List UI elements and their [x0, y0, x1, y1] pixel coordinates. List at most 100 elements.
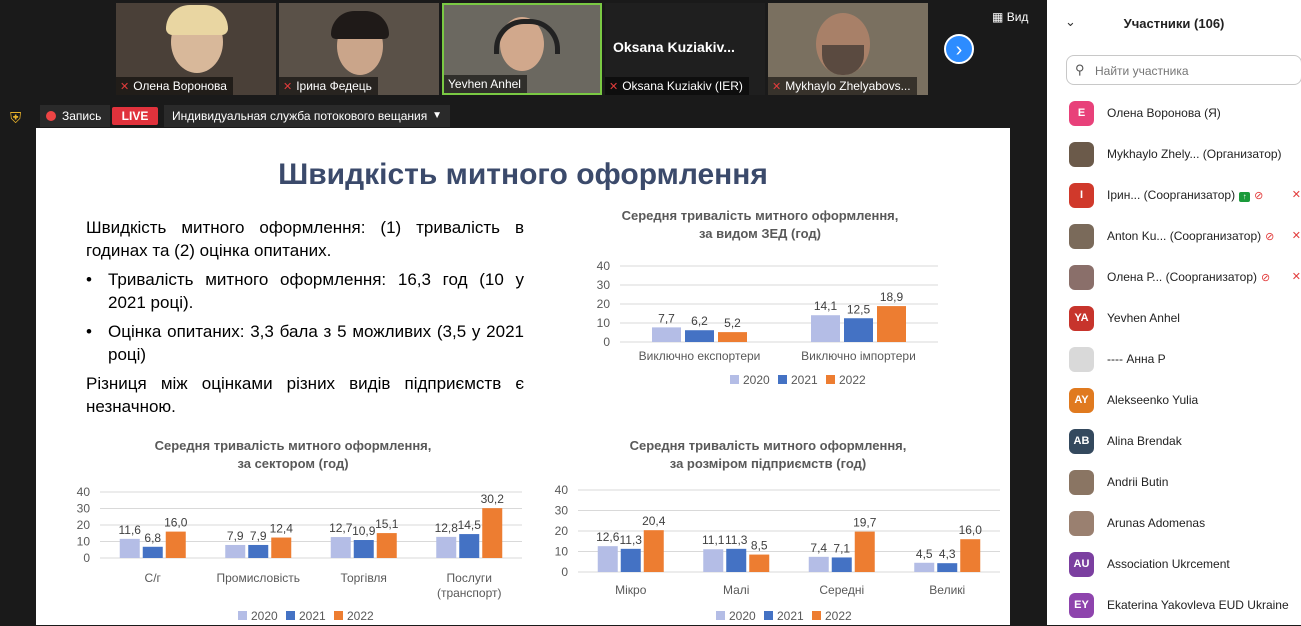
participant-search: ⚲: [1066, 55, 1301, 85]
avatar: AU: [1069, 552, 1094, 577]
participant-row[interactable]: Олена Р... (Соорганизатор) ⊘ ✕: [1047, 257, 1301, 298]
bar: [960, 539, 981, 572]
bar: [142, 546, 163, 558]
participant-name: Andrii Butin: [1107, 475, 1168, 489]
data-label: 15,1: [375, 517, 399, 531]
data-label: 16,0: [164, 516, 188, 530]
data-label: 5,2: [724, 316, 741, 330]
data-label: 7,1: [833, 541, 850, 555]
slide-body: Швидкість митного оформлення: (1) тривал…: [86, 216, 524, 424]
bar: [718, 332, 747, 342]
legend-label: 2022: [347, 609, 374, 623]
stream-service-dropdown[interactable]: Индивидуальная служба потокового вещания…: [164, 105, 450, 127]
bar: [248, 544, 269, 558]
recording-indicator[interactable]: Запись: [40, 105, 110, 127]
category-label: (транспорт): [437, 586, 502, 600]
legend-label: 2020: [743, 373, 770, 387]
chevron-right-icon[interactable]: ›: [944, 34, 974, 64]
category-label: Виключно експортери: [639, 349, 761, 363]
panel-title: Участники (106): [1123, 16, 1225, 31]
bar: [353, 540, 374, 558]
bar: [877, 306, 906, 342]
avatar: EY: [1069, 593, 1094, 618]
bar: [703, 549, 724, 572]
bar: [225, 544, 246, 558]
avatar: [1069, 265, 1094, 290]
search-icon: ⚲: [1075, 62, 1085, 77]
participant-name-text: Ірин... (Соорганизатор): [1107, 188, 1236, 202]
bar: [620, 548, 641, 572]
mic-muted-icon: ✕: [1291, 230, 1301, 242]
data-label: 12,5: [847, 302, 871, 316]
camera-off-icon: ⊘: [1261, 272, 1271, 284]
bar: [330, 537, 351, 558]
category-label: Малі: [723, 583, 749, 597]
participant-row[interactable]: I Ірин... (Соорганизатор) ↑ ⊘ ✕: [1047, 175, 1301, 216]
participant-name: Association Ukrcement: [1107, 557, 1230, 571]
search-input[interactable]: [1093, 60, 1297, 82]
participant-name: Alina Brendak: [1107, 434, 1182, 448]
participant-row[interactable]: Andrii Butin: [1047, 462, 1301, 503]
legend-swatch: [764, 611, 773, 620]
y-tick-label: 30: [555, 504, 569, 518]
legend-swatch: [238, 611, 247, 620]
grid-icon: ▦: [992, 10, 1004, 24]
participant-row[interactable]: YA Yevhen Anhel: [1047, 298, 1301, 339]
participant-name: Alekseenko Yulia: [1107, 393, 1198, 407]
y-tick-label: 20: [77, 518, 91, 532]
participant-row[interactable]: AU Association Ukrcement: [1047, 544, 1301, 585]
bar: [811, 315, 840, 342]
participant-name-text: ---- Анна Р: [1107, 352, 1166, 366]
video-tile[interactable]: ✕ Олена Воронова: [116, 3, 276, 95]
participant-name: Ekaterina Yakovleva EUD Ukraine: [1107, 598, 1289, 612]
video-tile[interactable]: Oksana Kuziakiv... ✕ Oksana Kuziakiv (IER…: [605, 3, 765, 95]
legend-swatch: [812, 611, 821, 620]
participant-name: Arunas Adomenas: [1107, 516, 1205, 530]
shield-icon[interactable]: ⛨: [10, 110, 22, 127]
participant-row[interactable]: E Олена Воронова (Я): [1047, 93, 1301, 134]
data-label: 12,8: [435, 521, 459, 535]
bar: [685, 330, 714, 342]
bar: [652, 327, 681, 342]
y-tick-label: 30: [77, 502, 91, 516]
participant-row[interactable]: AY Alekseenko Yulia: [1047, 380, 1301, 421]
data-label: 20,4: [642, 514, 666, 528]
legend-label: 2022: [825, 609, 852, 623]
participant-row[interactable]: EY Ekaterina Yakovleva EUD Ukraine: [1047, 585, 1301, 626]
chevron-down-icon[interactable]: ⌄: [1065, 14, 1076, 29]
participant-row[interactable]: ---- Анна Р: [1047, 339, 1301, 380]
category-label: Виключно імпортери: [801, 349, 916, 363]
live-badge[interactable]: LIVE: [112, 107, 158, 125]
y-tick-label: 10: [597, 316, 611, 330]
data-label: 7,4: [810, 541, 827, 555]
participant-name: Олена Р... (Соорганизатор) ⊘: [1107, 270, 1270, 284]
participant-row[interactable]: Mykhaylo Zhely... (Организатор): [1047, 134, 1301, 175]
data-label: 12,4: [270, 522, 294, 536]
participant-name-text: Alina Brendak: [1107, 434, 1182, 448]
chart-by-activity: Середня тривалість митного оформлення, за…: [597, 208, 938, 387]
bar: [808, 556, 829, 572]
headphones-icon: [494, 19, 560, 54]
participant-row[interactable]: Arunas Adomenas: [1047, 503, 1301, 544]
participants-panel: ⌄ Участники (106) ⚲ E Олена Воронова (Я) M…: [1047, 0, 1301, 625]
participant-name-text: Anton Ku... (Соорганизатор): [1107, 229, 1262, 243]
participant-row[interactable]: Anton Ku... (Соорганизатор) ⊘ ✕: [1047, 216, 1301, 257]
video-tile-name: ✕ Олена Воронова: [116, 77, 233, 95]
slide-title: Швидкість митного оформлення: [278, 158, 768, 191]
video-tile[interactable]: ✕ Mykhaylo Zhelyabovs...: [768, 3, 928, 95]
legend-label: 2021: [791, 373, 818, 387]
participant-name-text: Arunas Adomenas: [1107, 516, 1206, 530]
avatar: [1069, 224, 1094, 249]
y-tick-label: 20: [555, 524, 569, 538]
bar: [119, 538, 140, 558]
bar: [436, 536, 457, 558]
category-label: Мікро: [615, 583, 647, 597]
chart-title: за розміром підприємств (год): [670, 456, 866, 471]
video-tile[interactable]: ✕ Ірина Федець: [279, 3, 439, 95]
participant-row[interactable]: AB Alina Brendak: [1047, 421, 1301, 462]
video-tile-active-speaker[interactable]: Yevhen Anhel: [442, 3, 602, 95]
y-tick-label: 30: [597, 278, 611, 292]
participant-video: [166, 5, 228, 35]
view-button[interactable]: ▦ Вид: [992, 10, 1029, 24]
slide-bullet: Тривалість митного оформлення: 16,3 год …: [86, 268, 524, 314]
